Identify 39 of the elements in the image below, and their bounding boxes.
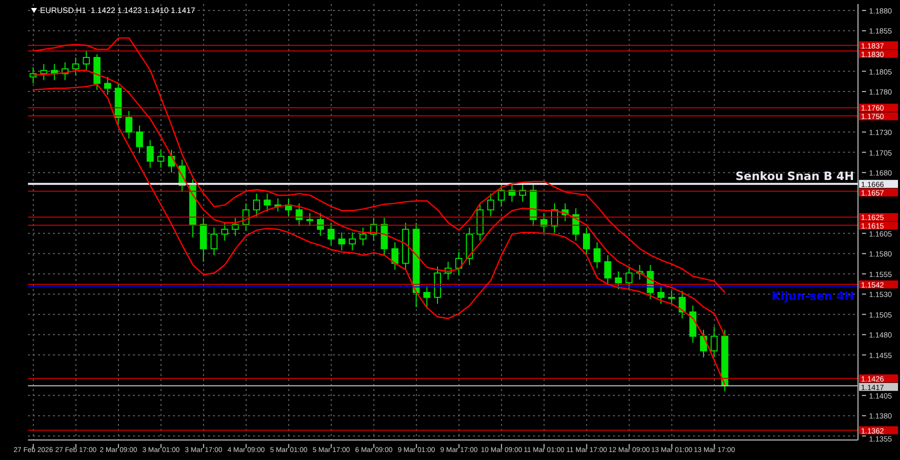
candlestick (710, 326, 718, 358)
annotation: Kijun-sen 4H (772, 288, 854, 303)
candlestick (210, 227, 218, 256)
candlestick (125, 110, 132, 140)
candlestick (146, 140, 154, 168)
candlestick (678, 290, 686, 319)
candlestick (582, 227, 590, 256)
candlestick (82, 50, 90, 71)
candlestick (264, 193, 271, 212)
candlestick (348, 232, 356, 251)
candlestick (157, 149, 164, 168)
candlestick (296, 202, 303, 227)
candlestick (328, 222, 335, 246)
candlestick (306, 212, 314, 227)
candlestick (626, 266, 633, 290)
candlestick (614, 270, 622, 290)
candlestick (72, 56, 80, 76)
candlestick (423, 286, 430, 310)
candlestick (594, 242, 601, 269)
candlestick (668, 290, 676, 304)
candlestick (498, 183, 505, 208)
candlestick (136, 125, 144, 154)
annotation: Senkou Snan B 4H (735, 168, 854, 183)
candlestick (360, 227, 366, 246)
candlestick (455, 251, 462, 276)
candlestick (253, 193, 260, 217)
candlestick (40, 63, 48, 81)
candlestick (338, 232, 346, 251)
candlestick (657, 286, 664, 304)
candlestick (391, 242, 398, 270)
candlestick (316, 212, 324, 236)
candlestick (221, 222, 228, 242)
candlestick (104, 76, 112, 96)
line-series (32, 84, 726, 386)
chart-title: EURUSD.H1 1.1422 1.1423 1.1410 1.1417 (40, 6, 196, 15)
candlestick (700, 329, 708, 358)
candlestick (604, 254, 612, 285)
line-series (32, 37, 726, 294)
candlestick (487, 193, 494, 217)
